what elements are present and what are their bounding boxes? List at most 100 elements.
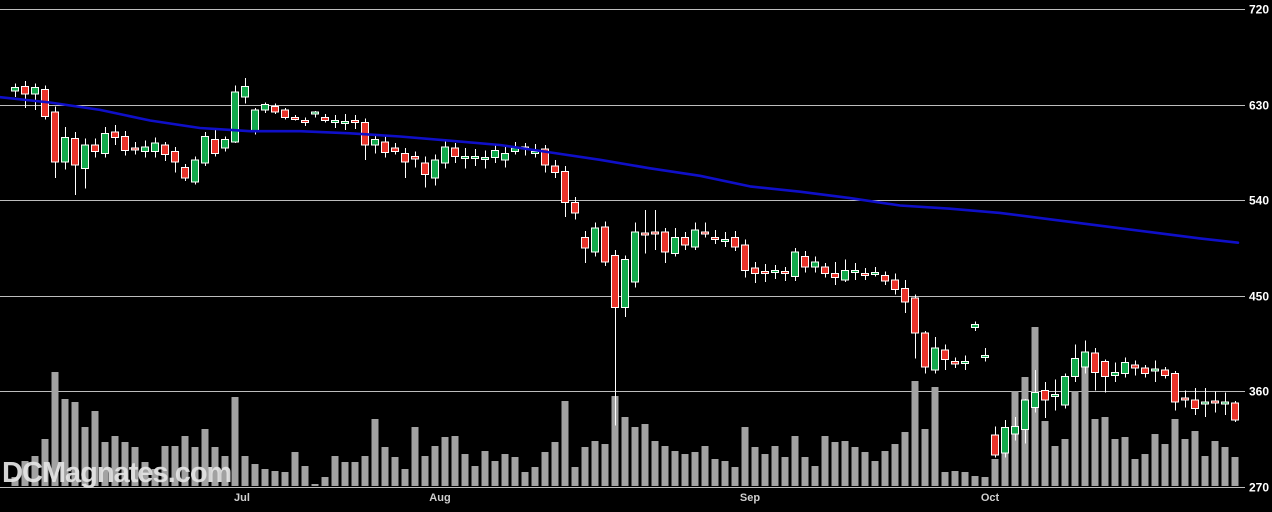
candle-body xyxy=(201,135,209,164)
y-axis-labels: 720 630 540 450 360 270 xyxy=(1249,3,1269,495)
x-axis-month-label: Sep xyxy=(740,492,760,504)
volume-bar xyxy=(481,451,489,486)
candle-body xyxy=(1221,401,1229,405)
candle-body xyxy=(441,146,449,164)
volume-bar xyxy=(271,471,279,486)
candle-body xyxy=(21,86,29,95)
candle-body xyxy=(381,141,389,153)
candle-body xyxy=(921,332,929,368)
volume-bar xyxy=(61,399,69,486)
volume-bar xyxy=(441,437,449,486)
candle-body xyxy=(891,279,899,290)
candle-body xyxy=(751,267,759,274)
y-axis-tick-label: 270 xyxy=(1249,481,1269,495)
candle-body xyxy=(31,87,39,95)
candle-body xyxy=(61,137,69,163)
volume-bar xyxy=(1081,366,1089,486)
candle-body xyxy=(781,270,789,274)
candle-body xyxy=(181,166,189,179)
candle-body xyxy=(101,132,109,154)
candle-body xyxy=(151,142,159,152)
candle-body xyxy=(971,323,979,329)
candles-group xyxy=(11,78,1239,458)
candle-body xyxy=(251,109,259,133)
candle-body xyxy=(821,266,829,274)
candle-body xyxy=(591,227,599,253)
candle-body xyxy=(161,144,169,156)
candle-body xyxy=(481,157,489,161)
candle-body xyxy=(421,162,429,176)
candle-body xyxy=(371,139,379,146)
candle-body xyxy=(1211,400,1219,404)
volume-bar xyxy=(1181,439,1189,486)
volume-bar xyxy=(901,432,909,486)
volume-bar xyxy=(1071,391,1079,486)
candle-body xyxy=(661,231,669,253)
candle-body xyxy=(861,272,869,277)
volume-bar xyxy=(91,411,99,486)
volume-bar xyxy=(801,457,809,486)
candle-body xyxy=(121,135,129,151)
candle-body xyxy=(641,232,649,236)
candle-body xyxy=(1081,351,1089,368)
volume-bar xyxy=(1171,419,1179,486)
candle-body xyxy=(841,269,849,281)
volume-bar xyxy=(401,469,409,486)
candle-body xyxy=(411,156,419,160)
candle-body xyxy=(311,111,319,115)
volume-bar xyxy=(331,456,339,486)
volume-bar xyxy=(541,452,549,486)
volume-bar xyxy=(151,469,159,486)
candle-body xyxy=(1031,391,1039,408)
candle-body xyxy=(1021,399,1029,431)
candle-body xyxy=(1041,389,1049,401)
volume-bar xyxy=(831,442,839,486)
volume-bar xyxy=(1131,459,1139,486)
candle-body xyxy=(701,231,709,235)
candle-body xyxy=(721,239,729,243)
candle-body xyxy=(981,354,989,358)
x-axis-month-label: Jul xyxy=(234,492,250,504)
volume-bar xyxy=(601,444,609,486)
volume-bar xyxy=(731,467,739,486)
volume-bar xyxy=(101,442,109,486)
candle-body xyxy=(321,116,329,122)
x-axis-month-label: Aug xyxy=(429,492,450,504)
volume-bar xyxy=(1231,457,1239,486)
candle-body xyxy=(301,120,309,124)
candle-body xyxy=(1181,397,1189,401)
candle-body xyxy=(651,231,659,235)
candle-body xyxy=(871,271,879,275)
candle-body xyxy=(991,434,999,456)
candle-body xyxy=(211,139,219,154)
candle-body xyxy=(811,261,819,268)
volume-bar xyxy=(761,454,769,486)
volume-bar xyxy=(161,446,169,486)
candle-body xyxy=(401,152,409,163)
volume-bar xyxy=(721,461,729,486)
volume-bar xyxy=(141,462,149,486)
volume-bar xyxy=(581,447,589,486)
candle-body xyxy=(1161,369,1169,376)
candle-body xyxy=(671,236,679,254)
volume-bar xyxy=(531,467,539,486)
volume-bar xyxy=(871,461,879,486)
volume-bar xyxy=(201,429,209,486)
volume-bar xyxy=(121,442,129,486)
candle-body xyxy=(281,109,289,118)
volume-bar xyxy=(241,456,249,486)
watermark: DCMagnates.com xyxy=(2,457,232,489)
volume-bar xyxy=(1051,446,1059,486)
volume-bar xyxy=(641,424,649,486)
volume-bar xyxy=(671,451,679,486)
volume-bar xyxy=(621,417,629,486)
volume-bar xyxy=(411,427,419,486)
candle-body xyxy=(1151,368,1159,372)
volume-bar xyxy=(1151,434,1159,486)
volume-bar xyxy=(1061,439,1069,486)
volume-bar xyxy=(791,436,799,486)
volume-bar xyxy=(981,477,989,486)
candle-body xyxy=(561,171,569,203)
volume-bar xyxy=(351,462,359,486)
candle-body xyxy=(1101,361,1109,378)
